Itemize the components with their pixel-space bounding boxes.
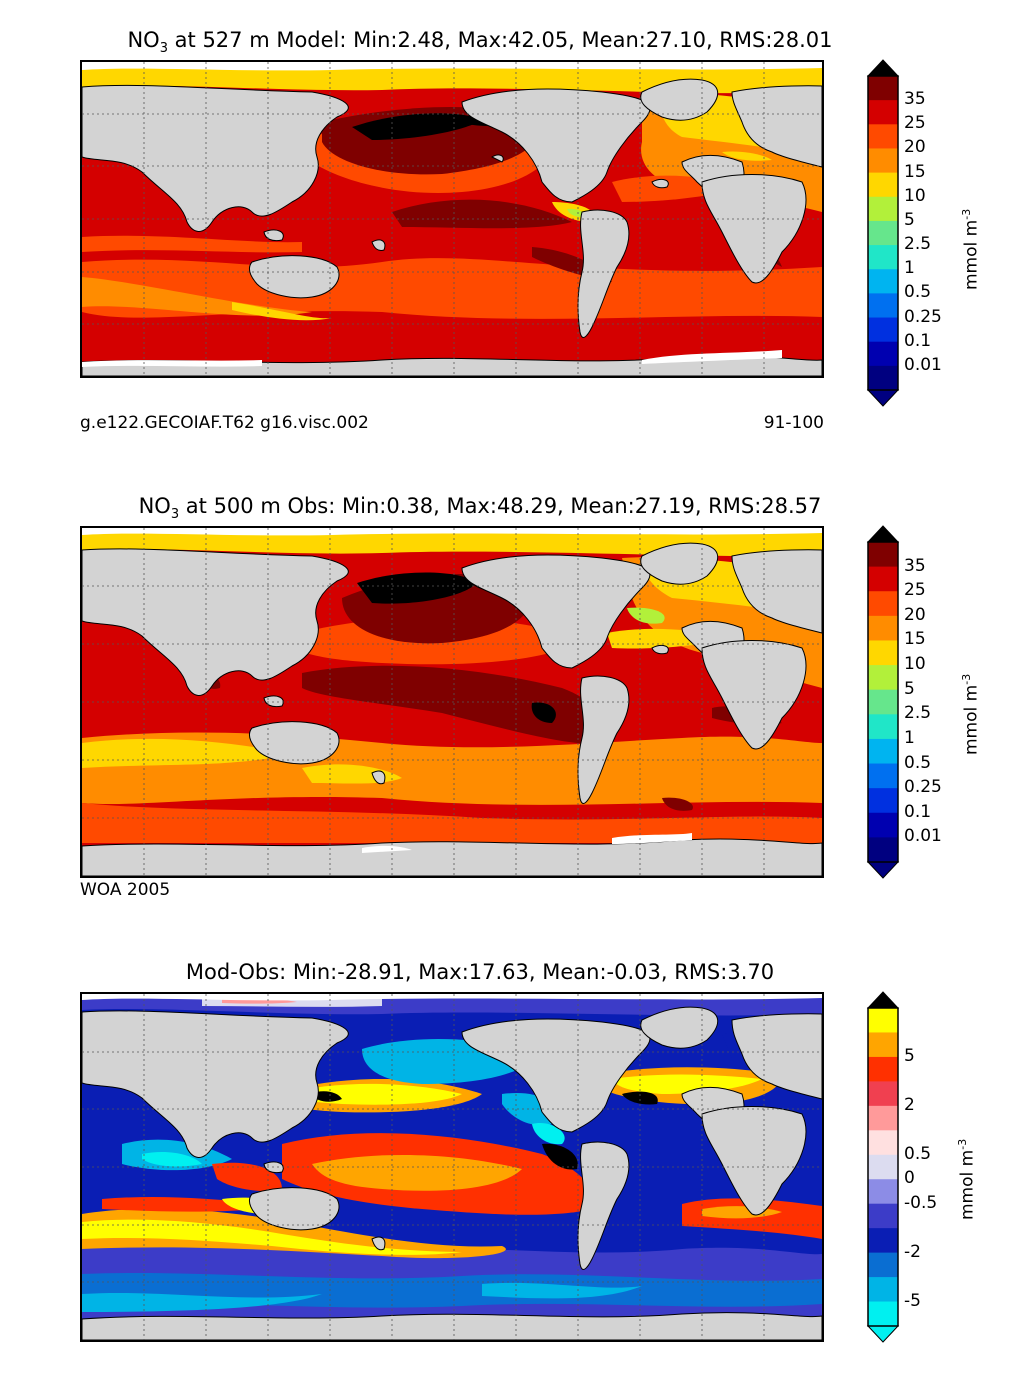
colorbar-extend-top xyxy=(866,59,900,77)
colorbar-tick-label: 10 xyxy=(904,654,926,675)
colorbar-swatch xyxy=(868,1032,898,1058)
colorbar-extend-top xyxy=(866,991,900,1009)
panel-title: NO3 at 500 m Obs: Min:0.38, Max:48.29, M… xyxy=(138,494,822,523)
colorbar-swatch xyxy=(868,591,898,617)
colorbar-tick-label: 0.5 xyxy=(904,282,932,303)
colorbar-swatch xyxy=(868,220,898,246)
panel-title: Mod-Obs: Min:-28.91, Max:17.63, Mean:-0.… xyxy=(185,960,775,984)
colorbar-tick-label: 1 xyxy=(904,258,915,279)
colorbar-tick-label: 0.01 xyxy=(904,826,942,847)
colorbar-tick-label: 0.25 xyxy=(904,306,942,327)
colorbar-tick-label: 5 xyxy=(904,209,915,230)
world-map-obs xyxy=(80,526,824,878)
colorbar-tick-label: 1 xyxy=(904,727,915,748)
colorbar-swatch xyxy=(868,788,898,814)
colorbar-swatch xyxy=(868,1228,898,1254)
colorbar-tick-label: 20 xyxy=(904,604,926,625)
colorbar-graphic xyxy=(866,59,900,407)
colorbar-swatch xyxy=(868,714,898,740)
colorbar-tick-label: 10 xyxy=(904,185,926,206)
colorbar-swatch xyxy=(868,317,898,343)
colorbar-swatch xyxy=(868,293,898,319)
colorbar-swatch xyxy=(868,615,898,641)
panel-title: NO3 at 527 m Model: Min:2.48, Max:42.05,… xyxy=(127,28,833,57)
colorbar-swatch xyxy=(868,812,898,838)
colorbar-extend-bottom xyxy=(866,861,900,879)
colorbar-unit-label: mmol m-3 xyxy=(960,673,982,755)
colorbar-swatch xyxy=(868,124,898,149)
colorbar xyxy=(866,991,900,1343)
colorbar-swatch xyxy=(868,837,898,863)
colorbar-tick-label: 25 xyxy=(904,580,926,601)
colorbar-tick-label: 15 xyxy=(904,629,926,650)
colorbar-swatch xyxy=(868,1179,898,1205)
colorbar-swatch xyxy=(868,1081,898,1107)
colorbar-swatch xyxy=(868,1252,898,1278)
colorbar-extend-bottom xyxy=(866,389,900,407)
colorbar-tick-label: 0.5 xyxy=(904,1143,932,1164)
colorbar-tick-label: -2 xyxy=(904,1241,921,1262)
colorbar-swatch xyxy=(868,365,898,391)
colorbar-tick-label: 35 xyxy=(904,555,926,576)
colorbar-tick-label: 25 xyxy=(904,113,926,134)
colorbar xyxy=(866,525,900,879)
colorbar-tick-label: 0.01 xyxy=(904,354,942,375)
colorbar-graphic xyxy=(866,991,900,1343)
colorbar-tick-label: 15 xyxy=(904,161,926,182)
colorbar-swatch xyxy=(868,1277,898,1303)
colorbar-tick-label: 0.25 xyxy=(904,777,942,798)
colorbar-tick-label: 0.1 xyxy=(904,330,932,351)
colorbar-swatch xyxy=(868,1056,898,1082)
colorbar-swatch xyxy=(868,1203,898,1229)
colorbar-swatch xyxy=(868,640,898,666)
dataset-label: WOA 2005 xyxy=(80,880,171,900)
colorbar-unit-label: mmol m-3 xyxy=(960,208,982,290)
colorbar-swatch xyxy=(868,566,898,592)
colorbar-swatch xyxy=(868,689,898,715)
colorbar-tick-label: 2.5 xyxy=(904,234,932,255)
colorbar-tick-label: -0.5 xyxy=(904,1192,938,1213)
years-label: 91-100 xyxy=(763,413,824,433)
colorbar-tick-label: 0.1 xyxy=(904,801,932,822)
run-id-label: g.e122.GECOIAF.T62 g16.visc.002 xyxy=(80,413,369,433)
world-map-difference xyxy=(80,992,824,1342)
colorbar-swatch xyxy=(868,172,898,198)
colorbar-swatch xyxy=(868,196,898,222)
colorbar-swatch xyxy=(868,100,898,125)
world-map-model xyxy=(80,60,824,378)
colorbar-swatch xyxy=(868,763,898,789)
colorbar-tick-label: 2 xyxy=(904,1094,915,1115)
colorbar-swatch xyxy=(868,1105,898,1131)
colorbar-graphic xyxy=(866,525,900,879)
colorbar-swatch xyxy=(868,76,898,101)
colorbar-swatch xyxy=(868,341,898,367)
colorbar-tick-label: 0.5 xyxy=(904,752,932,773)
colorbar-swatch xyxy=(868,1301,898,1327)
colorbar-frame xyxy=(867,541,899,863)
colorbar-frame xyxy=(867,75,899,391)
colorbar-swatch xyxy=(868,269,898,294)
colorbar-swatch xyxy=(868,665,898,691)
colorbar-extend-top xyxy=(866,525,900,543)
colorbar-tick-label: 20 xyxy=(904,137,926,158)
colorbar-extend-bottom xyxy=(866,1325,900,1343)
colorbar-unit-label: mmol m-3 xyxy=(956,1138,978,1220)
colorbar-frame xyxy=(867,1007,899,1327)
colorbar-swatch xyxy=(868,738,898,765)
colorbar-swatch xyxy=(868,245,898,270)
colorbar-tick-label: 5 xyxy=(904,1045,915,1066)
colorbar-tick-label: 0 xyxy=(904,1168,915,1189)
colorbar-swatch xyxy=(868,1008,898,1033)
colorbar-swatch xyxy=(868,1130,898,1156)
colorbar-tick-label: 35 xyxy=(904,89,926,110)
colorbar-tick-label: 5 xyxy=(904,678,915,699)
colorbar-tick-label: -5 xyxy=(904,1290,921,1311)
colorbar xyxy=(866,59,900,407)
colorbar-tick-label: 2.5 xyxy=(904,703,932,724)
colorbar-swatch xyxy=(868,148,898,174)
colorbar-swatch xyxy=(868,542,898,568)
colorbar-swatch xyxy=(868,1154,898,1180)
